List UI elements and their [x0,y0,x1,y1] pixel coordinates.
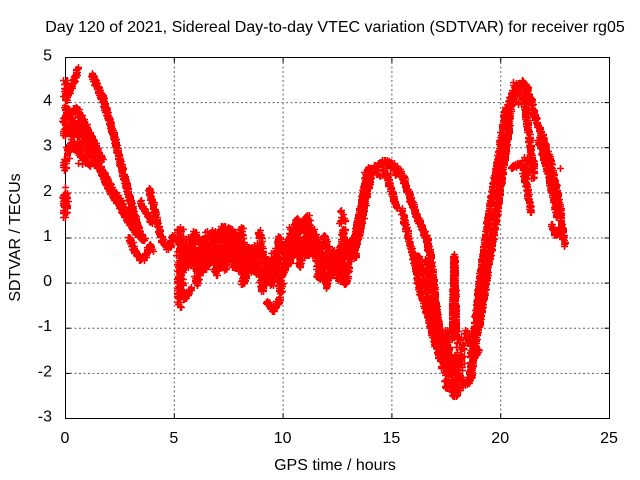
svg-text:2: 2 [43,183,52,200]
svg-text:10: 10 [274,430,292,447]
svg-text:-2: -2 [38,363,52,380]
svg-text:GPS time / hours: GPS time / hours [274,457,396,474]
svg-text:4: 4 [43,93,52,110]
svg-text:0: 0 [61,430,70,447]
svg-text:20: 20 [491,430,509,447]
svg-text:-3: -3 [38,409,52,426]
svg-text:1: 1 [43,228,52,245]
svg-text:Day 120 of 2021, Sidereal Day-: Day 120 of 2021, Sidereal Day-to-day VTE… [45,19,625,36]
svg-text:25: 25 [600,430,618,447]
svg-text:5: 5 [43,48,52,65]
svg-text:5: 5 [169,430,178,447]
svg-text:0: 0 [43,273,52,290]
svg-text:15: 15 [383,430,401,447]
svg-text:SDTVAR / TECUs: SDTVAR / TECUs [7,173,24,301]
svg-text:3: 3 [43,138,52,155]
svg-text:-1: -1 [38,318,52,335]
